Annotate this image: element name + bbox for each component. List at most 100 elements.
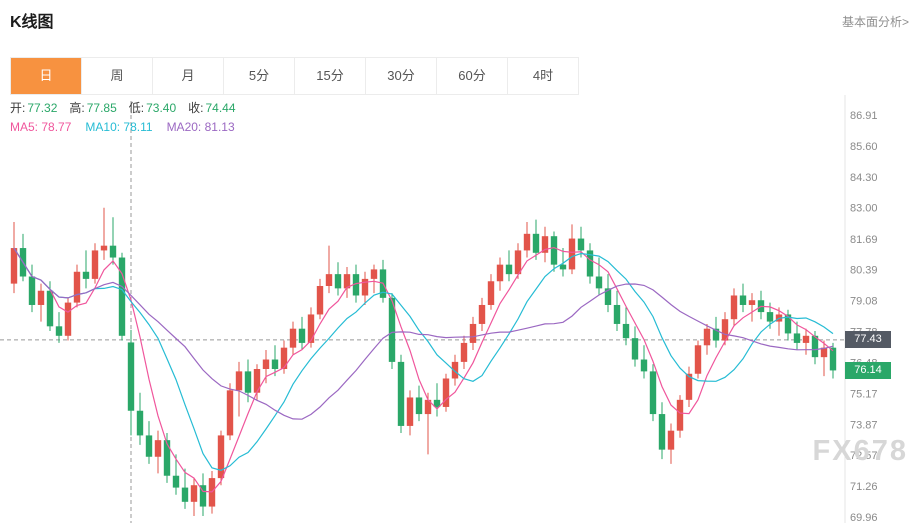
candle-body [127, 342, 135, 411]
tab-month[interactable]: 月 [153, 58, 224, 94]
tab-30min[interactable]: 30分 [366, 58, 437, 94]
ma10-line [13, 247, 834, 471]
candle-body [136, 410, 144, 436]
candle-body [532, 233, 540, 253]
ma5-line [13, 246, 834, 493]
candlestick-svg: 86.9185.6084.3083.0081.6980.3979.0877.78… [0, 95, 878, 523]
candle-body [280, 347, 288, 370]
candle-body [523, 233, 531, 251]
y-axis-tick-label: 80.39 [850, 265, 878, 277]
candle-body [649, 371, 657, 415]
y-axis-tick-label: 86.91 [850, 110, 878, 122]
chart-area[interactable]: 86.9185.6084.3083.0081.6980.3979.0877.78… [0, 95, 913, 523]
candle-body [100, 245, 108, 251]
candle-body [658, 414, 666, 450]
y-axis-tick-label: 75.17 [850, 388, 878, 400]
candle-body [667, 430, 675, 450]
candle-body [514, 250, 522, 275]
candle-body [631, 338, 639, 360]
ma-legend: MA5: 78.77 MA10: 78.11 MA20: 81.13 [10, 120, 249, 134]
candle-body [487, 281, 495, 305]
y-axis-tick-label: 69.96 [850, 512, 878, 523]
y-axis-tick-label: 72.57 [850, 450, 878, 462]
candle-body [55, 326, 63, 336]
candle-body [262, 359, 270, 370]
open-value: 77.32 [27, 101, 58, 115]
tab-15min[interactable]: 15分 [295, 58, 366, 94]
tab-4hour[interactable]: 4时 [532, 68, 554, 83]
candle-body [163, 440, 171, 476]
candle-body [28, 276, 36, 305]
crosshair-price-badge: 77.43 [845, 331, 891, 349]
candle-body [253, 369, 261, 393]
candle-body [64, 302, 72, 336]
candle-body [604, 288, 612, 305]
candle-body [361, 278, 369, 296]
candle-body [370, 269, 378, 279]
candle-body [586, 250, 594, 277]
candle-body [334, 274, 342, 289]
tab-week[interactable]: 周 [82, 58, 153, 94]
candle-body [307, 314, 315, 343]
ma20-line [13, 247, 834, 420]
candle-body [640, 359, 648, 372]
candle-body [37, 290, 45, 305]
tab-5min[interactable]: 5分 [224, 58, 295, 94]
candle-body [613, 304, 621, 324]
candle-body [154, 440, 162, 457]
candle-body [685, 373, 693, 400]
candle-body [829, 347, 837, 371]
tab-day[interactable]: 日 [11, 58, 82, 94]
candle-body [217, 435, 225, 479]
candle-body [199, 485, 207, 507]
high-value: 77.85 [86, 101, 117, 115]
candle-body [820, 347, 828, 358]
watermark-logo: FX678 [812, 435, 908, 467]
tab-60min[interactable]: 60分 [437, 58, 508, 94]
ma20-legend: MA20: 81.13 [166, 120, 235, 134]
candle-body [496, 264, 504, 282]
ohlc-legend: 开: 77.32 高: 77.85 低: 73.40 收: 74.44 [10, 99, 248, 116]
candle-body [766, 312, 774, 322]
fundamental-analysis-link[interactable]: 基本面分析> [841, 15, 909, 29]
candle-body [469, 323, 477, 343]
candle-body [271, 359, 279, 370]
y-axis-tick-label: 83.00 [850, 203, 878, 215]
candle-body [289, 328, 297, 348]
candle-body [577, 238, 585, 251]
candle-body [559, 264, 567, 270]
candle-body [451, 361, 459, 379]
open-label: 开: [10, 101, 26, 115]
last-price-badge: 76.14 [845, 361, 891, 379]
candle-body [388, 297, 396, 362]
low-label: 低: [128, 101, 145, 115]
candle-body [397, 361, 405, 426]
candle-body [811, 335, 819, 358]
candle-body [730, 295, 738, 320]
y-axis-tick-label: 85.60 [850, 141, 878, 153]
close-value: 74.44 [205, 101, 236, 115]
candle-body [172, 475, 180, 488]
candle-body [433, 399, 441, 407]
candle-body [703, 328, 711, 346]
candle-body [676, 399, 684, 431]
candle-body [10, 248, 18, 284]
candle-body [721, 319, 729, 341]
timeframe-tabs: 日 周 月 5分 15分 30分 60分 4时 [10, 57, 579, 95]
candle-body [595, 276, 603, 289]
candle-body [181, 487, 189, 502]
candle-body [73, 271, 81, 303]
candle-body [235, 371, 243, 391]
candle-body [352, 274, 360, 296]
candle-body [91, 250, 99, 279]
candle-body [784, 314, 792, 334]
candle-body [343, 274, 351, 289]
candle-body [460, 342, 468, 362]
candle-body [478, 304, 486, 324]
candle-body [442, 378, 450, 407]
candle-body [82, 271, 90, 279]
ma10-legend: MA10: 78.11 [85, 120, 153, 134]
close-label: 收: [188, 101, 204, 115]
page-title: K线图 [10, 14, 54, 31]
candle-body [568, 238, 576, 270]
